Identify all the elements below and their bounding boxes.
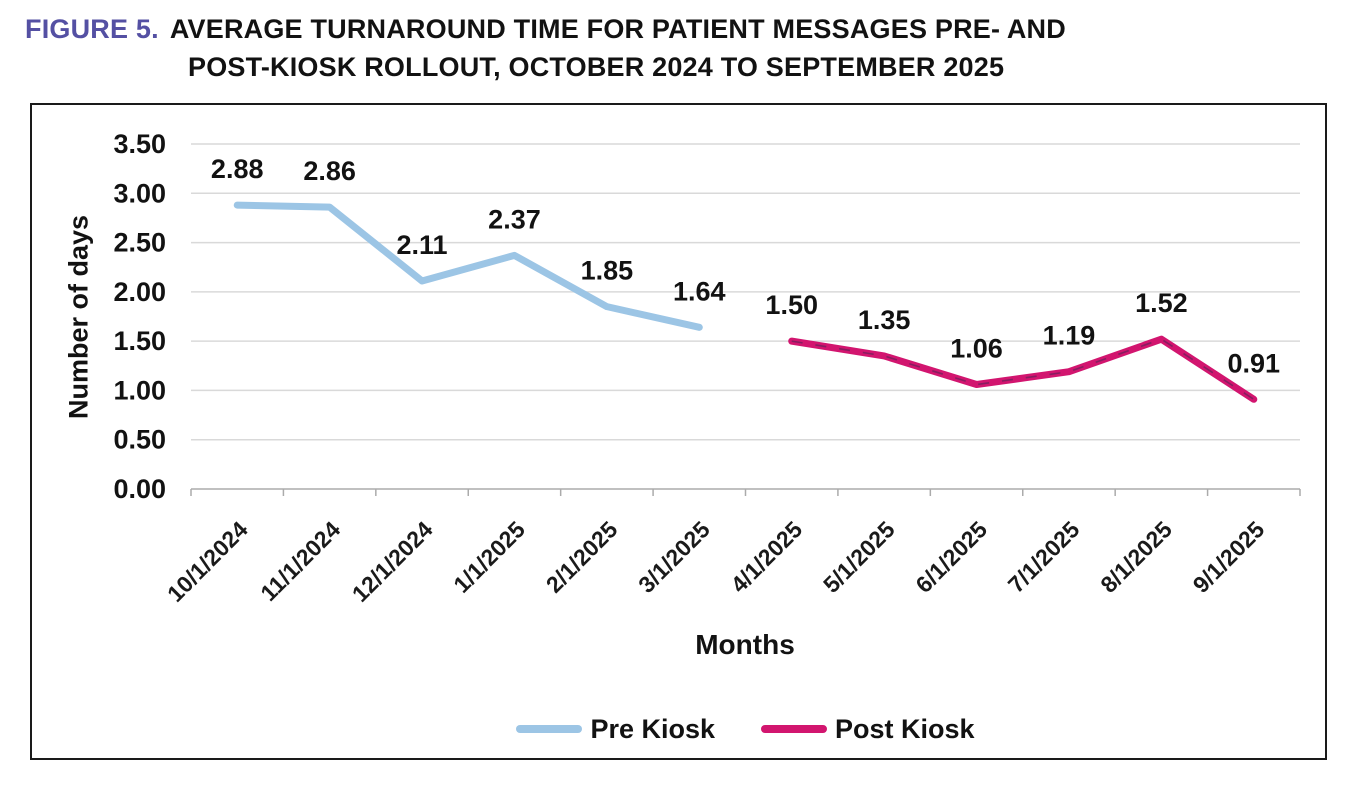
svg-text:11/1/2024: 11/1/2024: [255, 516, 345, 606]
svg-text:8/1/2025: 8/1/2025: [1095, 516, 1177, 598]
svg-text:2.88: 2.88: [211, 154, 264, 184]
figure-title-line1: FIGURE 5. AVERAGE TURNAROUND TIME FOR PAT…: [25, 10, 1066, 48]
figure-title: FIGURE 5. AVERAGE TURNAROUND TIME FOR PAT…: [25, 10, 1066, 86]
line-chart: 0.00 0.50 1.00 1.50 2.00 2.50 3.00 3.50 10/1/202…: [113, 129, 1301, 607]
series-post-kiosk: 1.50 1.35 1.06 1.19 1.52 0.91: [765, 288, 1281, 403]
svg-text:2.11: 2.11: [397, 230, 448, 260]
svg-text:0.00: 0.00: [113, 474, 166, 504]
svg-text:3.00: 3.00: [113, 178, 166, 208]
svg-text:1.00: 1.00: [113, 375, 166, 405]
legend-entry-post-kiosk: Post Kiosk: [761, 714, 975, 745]
svg-text:3.50: 3.50: [113, 129, 166, 159]
svg-text:1/1/2025: 1/1/2025: [448, 516, 530, 598]
post-kiosk-line-swatch-icon: [761, 725, 827, 733]
svg-text:4/1/2025: 4/1/2025: [726, 516, 808, 598]
svg-text:3/1/2025: 3/1/2025: [633, 516, 715, 598]
svg-text:2.86: 2.86: [303, 156, 356, 186]
svg-text:1.06: 1.06: [950, 334, 1003, 364]
legend-label-post-kiosk: Post Kiosk: [835, 713, 975, 744]
chart-container: 0.00 0.50 1.00 1.50 2.00 2.50 3.00 3.50 10/1/202…: [30, 103, 1327, 760]
svg-text:1.50: 1.50: [765, 290, 818, 320]
svg-text:6/1/2025: 6/1/2025: [910, 516, 992, 598]
x-tick-labels: 10/1/2024 11/1/2024 12/1/2024 1/1/2025 2/1/2…: [162, 516, 1269, 607]
svg-text:2.00: 2.00: [113, 277, 166, 307]
svg-text:1.52: 1.52: [1135, 288, 1188, 318]
series-pre-kiosk: 2.88 2.86 2.11 2.37 1.85 1.64: [211, 154, 726, 331]
svg-text:2.37: 2.37: [488, 204, 541, 234]
svg-text:7/1/2025: 7/1/2025: [1003, 516, 1085, 598]
svg-text:9/1/2025: 9/1/2025: [1188, 516, 1270, 598]
svg-text:10/1/2024: 10/1/2024: [162, 516, 253, 607]
svg-text:12/1/2024: 12/1/2024: [347, 516, 438, 607]
svg-text:1.35: 1.35: [858, 305, 911, 335]
figure-label: FIGURE 5.: [25, 14, 159, 44]
legend-entry-pre-kiosk: Pre Kiosk: [516, 714, 715, 745]
figure-title-text: AVERAGE TURNAROUND TIME FOR PATIENT MESS…: [169, 14, 1066, 44]
svg-text:0.50: 0.50: [113, 425, 166, 455]
svg-text:0.91: 0.91: [1228, 348, 1281, 378]
svg-text:1.19: 1.19: [1043, 321, 1096, 351]
x-axis: [190, 488, 1301, 496]
chart-legend: Pre Kiosk Post Kiosk: [191, 709, 1300, 749]
y-tick-labels: 0.00 0.50 1.00 1.50 2.00 2.50 3.00 3.50: [113, 129, 166, 504]
svg-text:1.85: 1.85: [581, 256, 634, 286]
x-axis-title: Months: [695, 629, 795, 660]
legend-label-pre-kiosk: Pre Kiosk: [590, 713, 715, 744]
svg-text:5/1/2025: 5/1/2025: [818, 516, 900, 598]
svg-text:2.50: 2.50: [113, 228, 166, 258]
gridlines: [191, 143, 1300, 441]
svg-text:1.64: 1.64: [673, 276, 726, 306]
y-axis-title: Number of days: [63, 214, 94, 420]
svg-text:2/1/2025: 2/1/2025: [541, 516, 623, 598]
pre-kiosk-line-swatch-icon: [516, 725, 583, 733]
figure-title-line2: POST-KIOSK ROLLOUT, OCTOBER 2024 TO SEPT…: [188, 52, 1005, 82]
svg-text:1.50: 1.50: [113, 326, 166, 356]
